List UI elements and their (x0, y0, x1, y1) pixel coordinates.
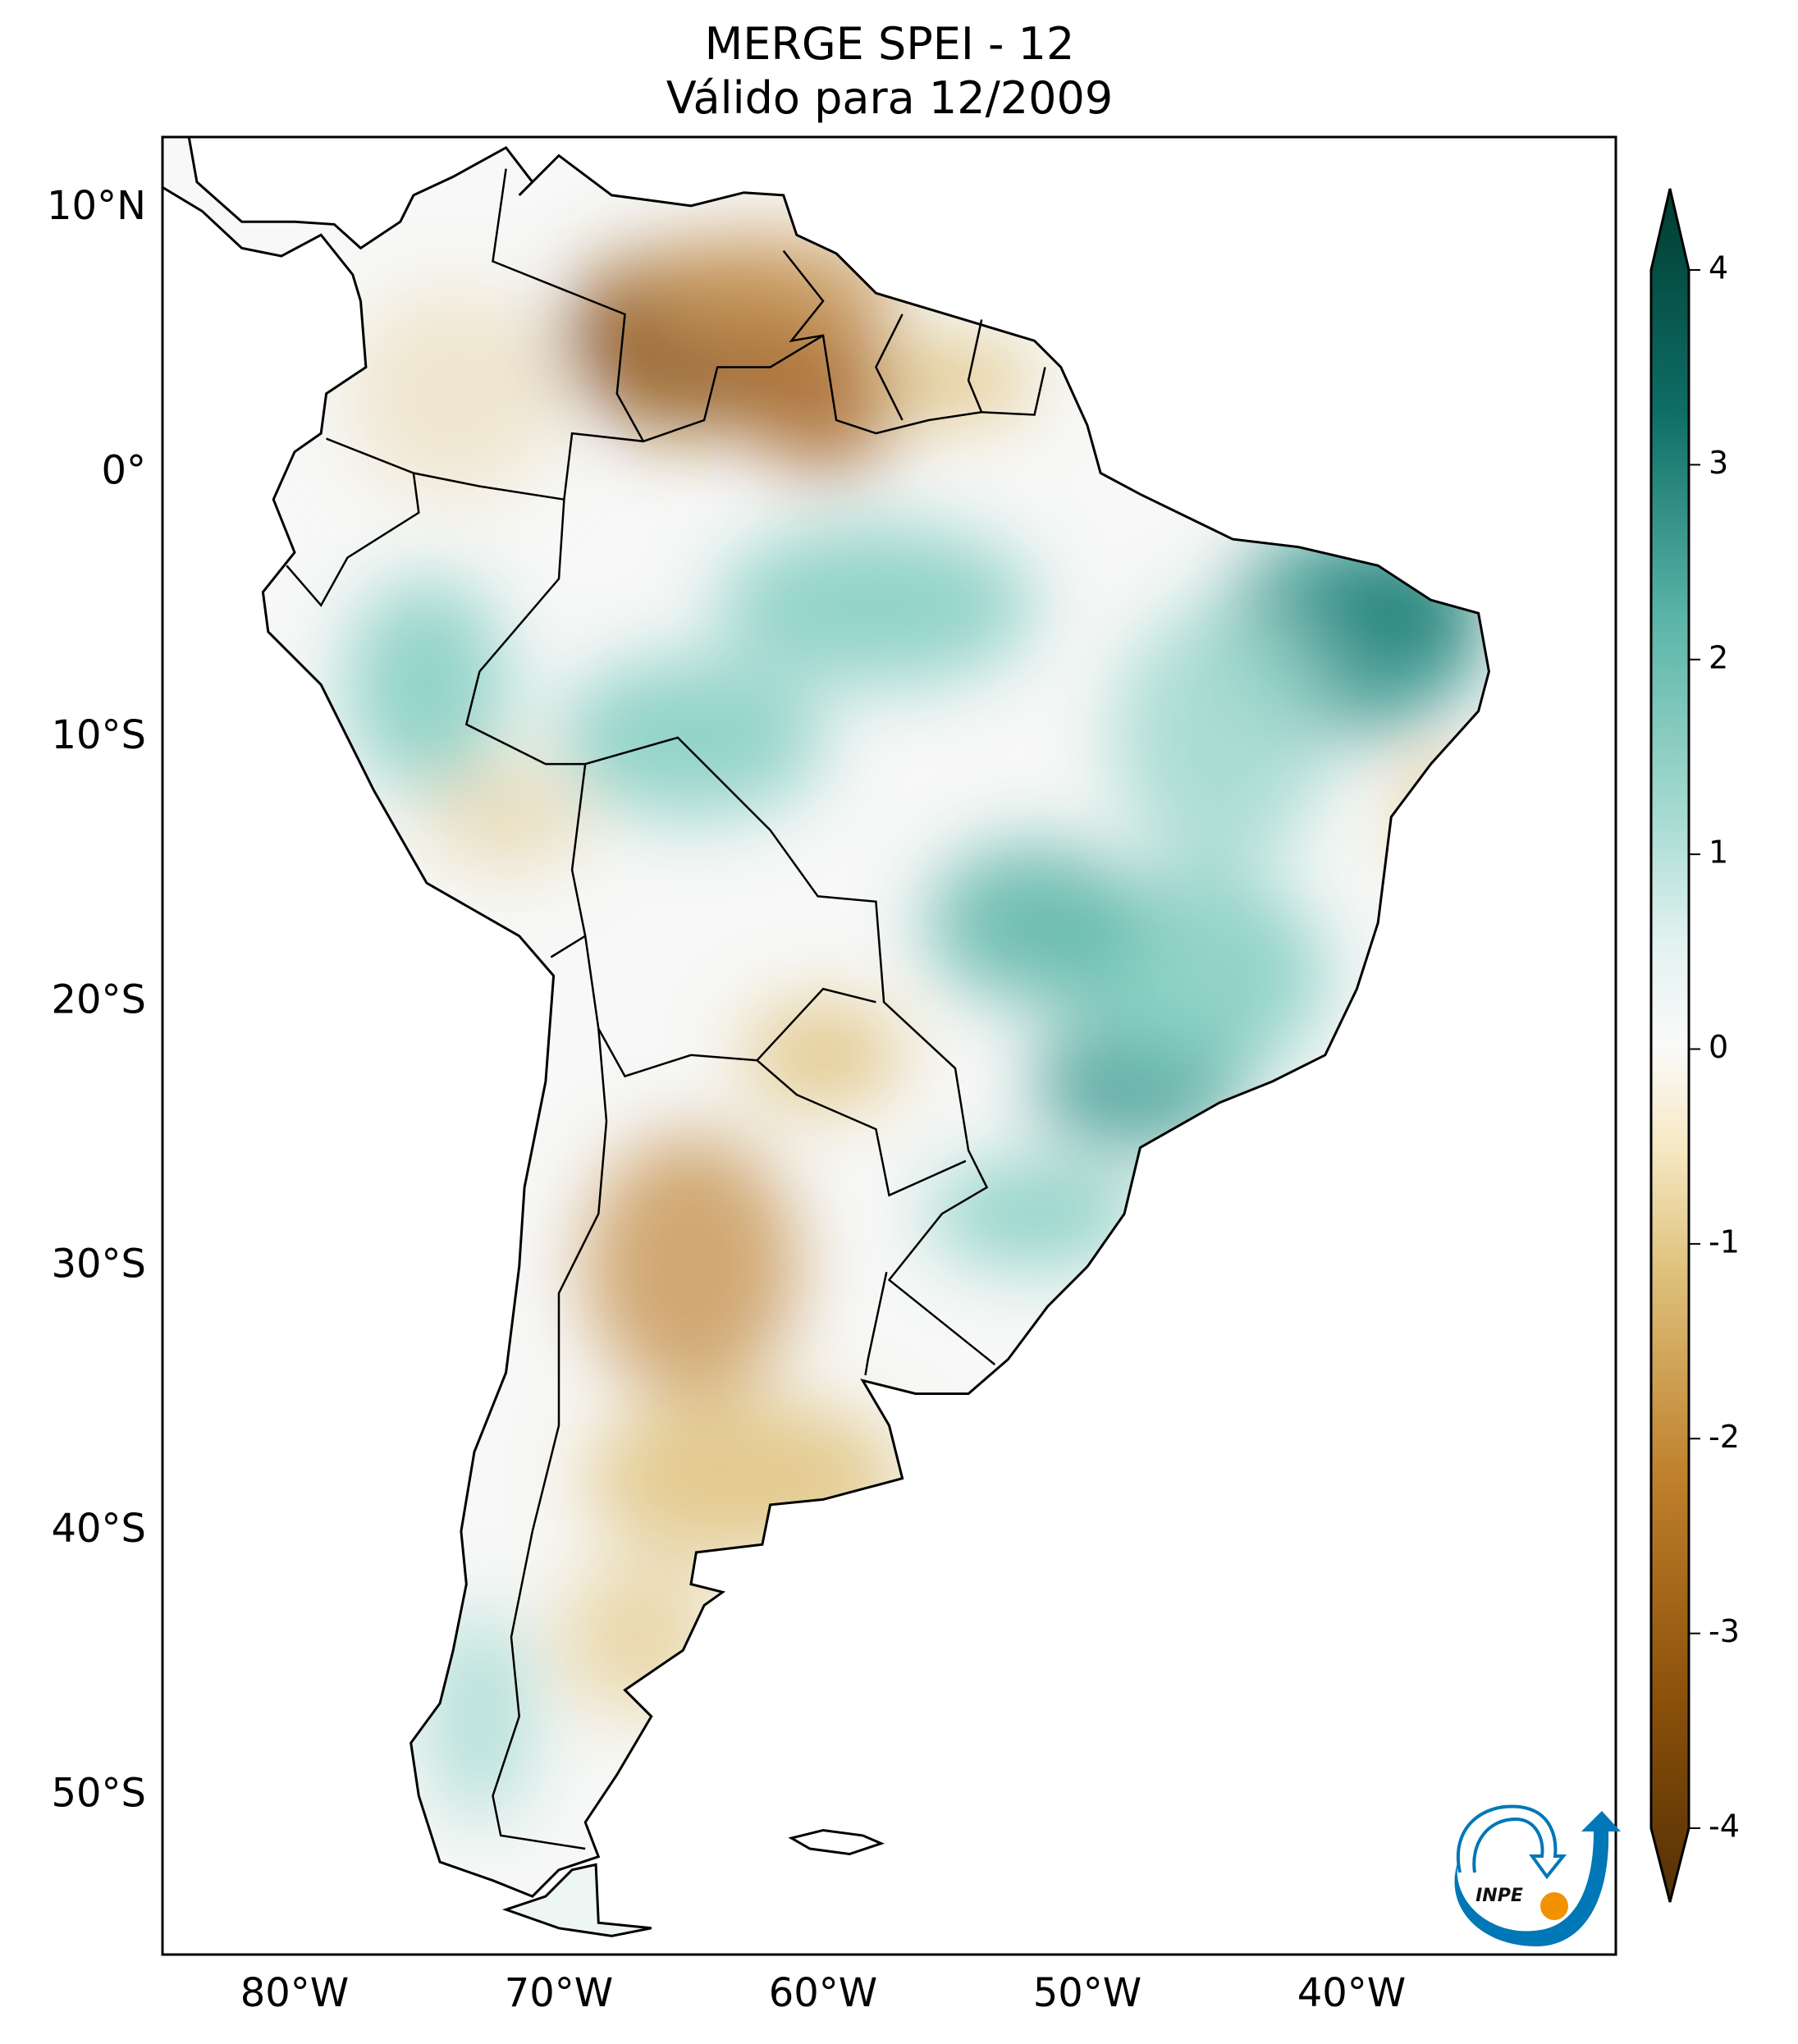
spei-anomaly-region (427, 764, 586, 871)
lat-tick-label: 10°S (51, 712, 146, 758)
spei-anomaly-region (347, 287, 559, 500)
spei-anomaly-region (1114, 605, 1325, 870)
lon-tick-label: 60°W (769, 1970, 878, 2016)
longitude-axis: 80°W 70°W 60°W 50°W 40°W (240, 1970, 1407, 2016)
inpe-logo: INPE (1454, 1804, 1621, 1946)
border-line (864, 1271, 888, 1376)
logo-swirl-icon (1456, 1804, 1567, 1880)
lon-tick-label: 50°W (1033, 1970, 1142, 2016)
lat-tick-label: 10°N (47, 183, 146, 229)
spei-anomaly-region (928, 843, 1141, 1003)
tierra-del-fuego (501, 1863, 652, 1937)
colorbar-tick-label: -4 (1709, 1809, 1740, 1845)
colorbar-tick-label: -2 (1709, 1419, 1740, 1455)
border-line (492, 168, 645, 442)
logo-text: INPE (1475, 1886, 1523, 1906)
spei-anomaly-region (876, 341, 1035, 420)
map-area (161, 135, 1617, 1956)
colorbar-bar (1649, 188, 1690, 1903)
border-line (756, 1059, 967, 1197)
lon-tick-label: 70°W (505, 1970, 614, 2016)
lat-tick-label: 30°S (51, 1241, 146, 1287)
lat-tick-label: 50°S (51, 1771, 146, 1817)
spei-anomaly-region (427, 1611, 533, 1822)
title-line-1: MERGE SPEI - 12 (704, 18, 1075, 70)
spei-anomaly-region (638, 235, 903, 341)
falkland-islands (788, 1828, 885, 1856)
spei-anomaly-region (743, 1002, 903, 1109)
colorbar-tick-label: 1 (1709, 835, 1728, 871)
colorbar-tick-label: 3 (1709, 445, 1728, 481)
logo-sun-icon (1540, 1892, 1568, 1920)
colorbar-tick-label: 0 (1709, 1029, 1728, 1065)
colorbar-tick-label: -3 (1709, 1613, 1740, 1649)
map-frame (161, 135, 1617, 1956)
spei-anomaly-region (717, 526, 1035, 685)
spei-anomaly-region (743, 314, 903, 473)
title-line-2: Válido para 12/2009 (666, 72, 1114, 124)
logo-arrow-icon (1454, 1811, 1621, 1946)
country-borders (286, 168, 1046, 1850)
colorbar-tick-label: 2 (1709, 639, 1728, 675)
colorbar-tick-label: 4 (1709, 250, 1728, 286)
border-line (492, 1028, 608, 1850)
lat-tick-label: 40°S (51, 1506, 146, 1552)
border-line (967, 319, 983, 413)
colorbar: 4 3 2 1 0 -1 -2 -3 -4 (1649, 188, 1740, 1903)
border-line (286, 473, 420, 607)
border-line (782, 249, 1046, 435)
lat-tick-label: 20°S (51, 976, 146, 1022)
border-line (875, 313, 904, 421)
lon-tick-label: 80°W (240, 1970, 350, 2016)
coastline (161, 135, 1490, 1898)
latitude-axis: 10°N 0° 10°S 20°S 30°S 40°S 50°S (47, 183, 146, 1816)
spei-field (162, 137, 1489, 1897)
spei-anomaly-region (585, 1134, 797, 1399)
spei-anomaly-region (347, 578, 506, 791)
colorbar-tick-label: -1 (1709, 1223, 1740, 1260)
spei-anomaly-region (928, 1160, 1141, 1267)
spei-anomaly-region (559, 658, 823, 817)
lon-tick-label: 40°W (1297, 1970, 1407, 2016)
border-line (326, 437, 565, 501)
border-line (550, 763, 587, 958)
lat-tick-label: 0° (101, 447, 146, 493)
